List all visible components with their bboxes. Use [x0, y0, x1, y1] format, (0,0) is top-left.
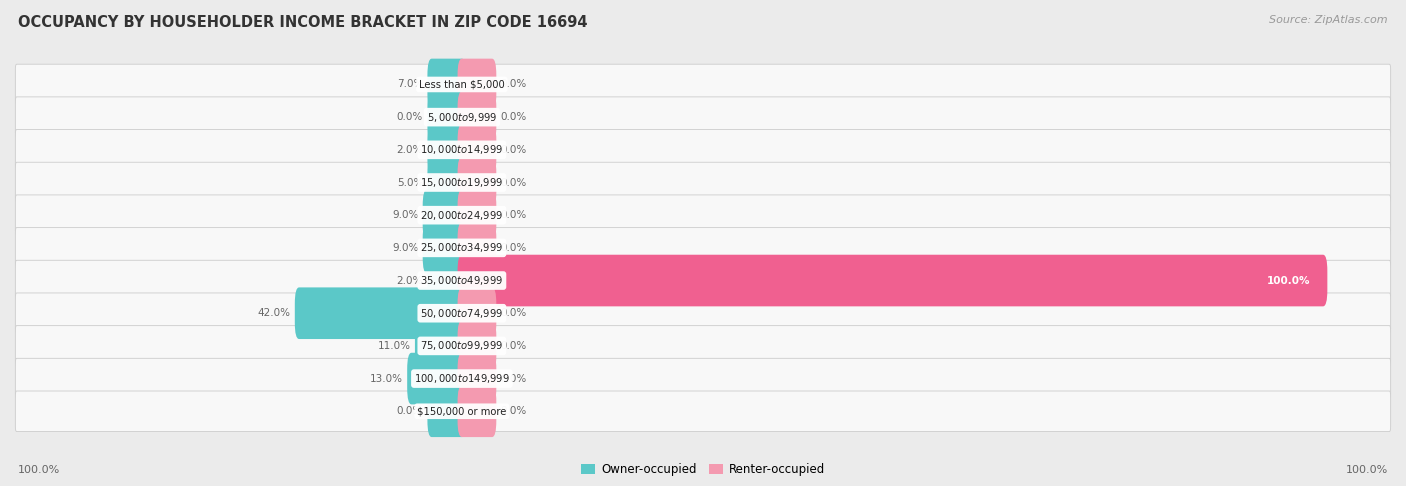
- Text: $50,000 to $74,999: $50,000 to $74,999: [420, 307, 503, 320]
- Text: 5.0%: 5.0%: [396, 177, 423, 188]
- FancyBboxPatch shape: [15, 130, 1391, 170]
- Text: Less than $5,000: Less than $5,000: [419, 80, 505, 89]
- Text: 100.0%: 100.0%: [1267, 276, 1310, 286]
- Text: OCCUPANCY BY HOUSEHOLDER INCOME BRACKET IN ZIP CODE 16694: OCCUPANCY BY HOUSEHOLDER INCOME BRACKET …: [18, 15, 588, 30]
- Text: 2.0%: 2.0%: [396, 145, 423, 155]
- Text: 2.0%: 2.0%: [396, 276, 423, 286]
- FancyBboxPatch shape: [15, 260, 1391, 301]
- Text: 0.0%: 0.0%: [501, 145, 527, 155]
- FancyBboxPatch shape: [15, 64, 1391, 104]
- Text: 9.0%: 9.0%: [392, 210, 419, 220]
- Text: 0.0%: 0.0%: [501, 374, 527, 383]
- FancyBboxPatch shape: [457, 222, 496, 274]
- FancyBboxPatch shape: [457, 91, 496, 143]
- FancyBboxPatch shape: [408, 353, 467, 404]
- FancyBboxPatch shape: [15, 97, 1391, 138]
- Text: $35,000 to $49,999: $35,000 to $49,999: [420, 274, 503, 287]
- FancyBboxPatch shape: [423, 222, 467, 274]
- Text: 0.0%: 0.0%: [501, 406, 527, 416]
- FancyBboxPatch shape: [457, 353, 496, 404]
- Text: $15,000 to $19,999: $15,000 to $19,999: [420, 176, 503, 189]
- FancyBboxPatch shape: [15, 227, 1391, 268]
- FancyBboxPatch shape: [15, 391, 1391, 432]
- FancyBboxPatch shape: [415, 320, 467, 372]
- Text: 100.0%: 100.0%: [1346, 465, 1388, 475]
- FancyBboxPatch shape: [457, 190, 496, 241]
- Text: 0.0%: 0.0%: [501, 210, 527, 220]
- Text: 0.0%: 0.0%: [396, 406, 423, 416]
- Text: $150,000 or more: $150,000 or more: [418, 406, 506, 416]
- Text: $5,000 to $9,999: $5,000 to $9,999: [426, 111, 498, 123]
- FancyBboxPatch shape: [457, 124, 496, 175]
- Text: 0.0%: 0.0%: [396, 112, 423, 122]
- FancyBboxPatch shape: [427, 156, 467, 208]
- FancyBboxPatch shape: [295, 287, 467, 339]
- Text: 13.0%: 13.0%: [370, 374, 404, 383]
- FancyBboxPatch shape: [427, 91, 467, 143]
- Legend: Owner-occupied, Renter-occupied: Owner-occupied, Renter-occupied: [576, 458, 830, 481]
- FancyBboxPatch shape: [15, 326, 1391, 366]
- Text: $75,000 to $99,999: $75,000 to $99,999: [420, 339, 503, 352]
- FancyBboxPatch shape: [457, 385, 496, 437]
- FancyBboxPatch shape: [427, 124, 467, 175]
- Text: 0.0%: 0.0%: [501, 177, 527, 188]
- FancyBboxPatch shape: [427, 255, 467, 306]
- FancyBboxPatch shape: [15, 162, 1391, 203]
- FancyBboxPatch shape: [15, 358, 1391, 399]
- Text: $100,000 to $149,999: $100,000 to $149,999: [413, 372, 510, 385]
- Text: 100.0%: 100.0%: [18, 465, 60, 475]
- Text: $25,000 to $34,999: $25,000 to $34,999: [420, 242, 503, 254]
- FancyBboxPatch shape: [423, 190, 467, 241]
- FancyBboxPatch shape: [15, 195, 1391, 235]
- Text: $10,000 to $14,999: $10,000 to $14,999: [420, 143, 503, 156]
- FancyBboxPatch shape: [457, 287, 496, 339]
- FancyBboxPatch shape: [457, 59, 496, 110]
- Text: 7.0%: 7.0%: [396, 80, 423, 89]
- Text: 9.0%: 9.0%: [392, 243, 419, 253]
- Text: $20,000 to $24,999: $20,000 to $24,999: [420, 208, 503, 222]
- Text: 0.0%: 0.0%: [501, 308, 527, 318]
- FancyBboxPatch shape: [427, 385, 467, 437]
- Text: Source: ZipAtlas.com: Source: ZipAtlas.com: [1270, 15, 1388, 25]
- Text: 11.0%: 11.0%: [378, 341, 411, 351]
- FancyBboxPatch shape: [427, 59, 467, 110]
- Text: 0.0%: 0.0%: [501, 80, 527, 89]
- Text: 0.0%: 0.0%: [501, 341, 527, 351]
- FancyBboxPatch shape: [457, 156, 496, 208]
- Text: 0.0%: 0.0%: [501, 243, 527, 253]
- FancyBboxPatch shape: [457, 255, 1327, 306]
- Text: 42.0%: 42.0%: [257, 308, 291, 318]
- FancyBboxPatch shape: [457, 320, 496, 372]
- FancyBboxPatch shape: [15, 293, 1391, 333]
- Text: 0.0%: 0.0%: [501, 112, 527, 122]
